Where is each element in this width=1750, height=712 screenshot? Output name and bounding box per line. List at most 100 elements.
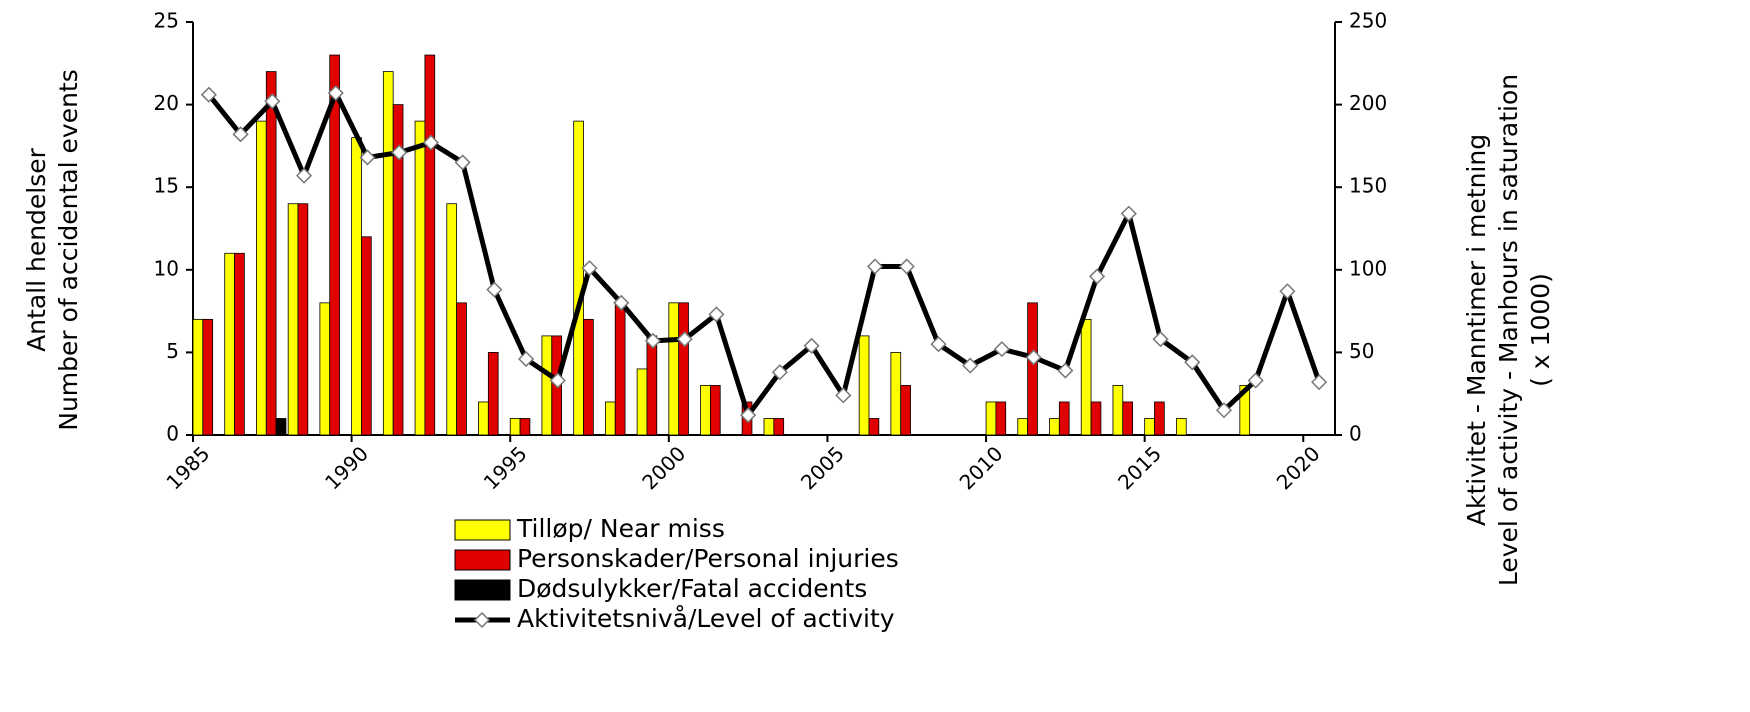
y2-axis-title: Aktivitet - Manntimer i metning	[1462, 134, 1491, 526]
y2-tick-label: 0	[1349, 422, 1362, 446]
bar	[192, 318, 204, 436]
legend-marker	[473, 611, 491, 629]
line-marker	[613, 294, 630, 311]
bar	[202, 318, 214, 436]
bar	[265, 71, 277, 436]
line-marker	[1057, 362, 1074, 379]
line-marker	[866, 258, 884, 275]
legend-label: Tilløp/ Near miss	[516, 514, 725, 543]
line-marker	[295, 167, 313, 184]
bar	[275, 418, 287, 436]
bar	[709, 385, 721, 436]
line-marker	[1025, 349, 1042, 366]
legend-label: Aktivitetsnivå/Level of activity	[517, 604, 895, 633]
y-axis-title: Number of accidental events	[54, 69, 83, 431]
line-marker	[740, 407, 757, 424]
y-axis-title: Antall hendelser	[22, 147, 51, 352]
y-tick-label: 20	[154, 91, 179, 115]
line-marker	[803, 337, 820, 354]
bar	[256, 120, 267, 436]
bar	[1049, 418, 1060, 436]
y2-tick-label: 250	[1349, 9, 1387, 33]
x-tick-label: 1995	[479, 441, 532, 494]
line-marker	[232, 126, 249, 143]
y2-tick-label: 50	[1349, 339, 1374, 363]
bar	[1154, 401, 1165, 436]
bar	[351, 137, 362, 436]
line-marker	[962, 357, 979, 374]
line-marker	[200, 86, 217, 103]
line-marker	[708, 306, 725, 323]
line-marker	[835, 387, 852, 404]
bar	[858, 335, 870, 436]
line-marker	[676, 331, 693, 348]
bar	[1058, 401, 1070, 436]
bar	[700, 385, 711, 436]
bar	[868, 418, 880, 436]
line-marker	[549, 372, 566, 389]
bar	[573, 120, 584, 436]
bar	[287, 203, 299, 436]
bar	[519, 418, 531, 436]
y-tick-label: 25	[154, 9, 179, 33]
bar	[668, 302, 680, 436]
y-tick-label: 0	[166, 422, 179, 446]
x-tick-label: 2010	[955, 441, 1008, 494]
bar	[1080, 318, 1092, 436]
bar	[773, 418, 785, 436]
bar	[234, 252, 245, 436]
bar	[1239, 385, 1251, 436]
bar	[1017, 418, 1029, 436]
legend-label: Dødsulykker/Fatal accidents	[517, 574, 867, 603]
line-marker	[581, 260, 598, 277]
bar	[446, 203, 458, 436]
legend-swatch	[454, 549, 511, 571]
legend-swatch	[454, 579, 511, 601]
line-marker	[422, 134, 439, 151]
line-marker	[454, 154, 471, 171]
bar	[890, 351, 902, 436]
bar	[614, 302, 626, 436]
line-marker	[264, 93, 281, 110]
y2-tick-label: 150	[1349, 174, 1387, 198]
bar	[1122, 401, 1134, 436]
y2-tick-label: 200	[1349, 91, 1387, 115]
line-marker	[1311, 374, 1328, 391]
y-tick-label: 15	[154, 174, 179, 198]
y-tick-label: 5	[166, 339, 179, 363]
bar	[678, 302, 689, 436]
bar	[509, 418, 521, 436]
bar	[297, 203, 309, 436]
line-marker	[1152, 331, 1169, 348]
x-tick-label: 2015	[1113, 441, 1166, 494]
line-marker	[771, 364, 788, 381]
bar	[414, 120, 426, 436]
line-marker	[1247, 372, 1264, 389]
bar	[636, 368, 648, 436]
line-marker	[518, 350, 535, 368]
x-tick-label: 1985	[161, 441, 214, 494]
bar	[224, 252, 235, 436]
line-marker	[898, 258, 915, 275]
line-marker	[930, 336, 947, 353]
y2-tick-label: 100	[1349, 256, 1387, 280]
bar	[1027, 302, 1038, 436]
bar	[541, 335, 553, 436]
bar	[763, 418, 775, 436]
bar	[487, 351, 499, 436]
bar	[1175, 418, 1187, 436]
line-marker	[486, 281, 503, 298]
bar	[361, 236, 372, 436]
bar	[382, 71, 394, 436]
x-tick-label: 1990	[320, 441, 373, 494]
line-marker	[1279, 283, 1296, 300]
line-marker	[1215, 402, 1233, 419]
line-marker	[1120, 205, 1137, 222]
bar	[646, 335, 658, 436]
bar	[1112, 385, 1124, 436]
line-marker	[391, 144, 408, 161]
line-marker	[1089, 268, 1106, 285]
bar	[583, 318, 594, 436]
line-marker	[644, 332, 662, 349]
bar	[319, 302, 331, 436]
